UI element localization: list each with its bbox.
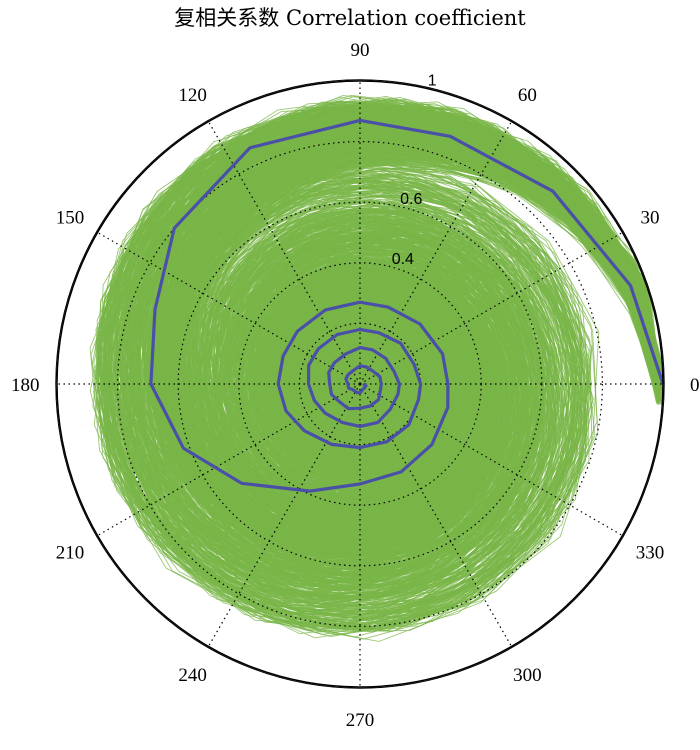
ensemble-line [103, 100, 662, 623]
radial-tick-label: 1 [428, 73, 437, 90]
chart-title: 复相关系数 Correlation coefficient [174, 6, 526, 30]
angular-grid-line [207, 383, 361, 647]
angle-tick-label: 0 [690, 375, 700, 396]
angle-tick-label: 270 [346, 710, 375, 731]
angular-grid-line [359, 231, 623, 385]
outer-circle [56, 80, 664, 688]
angle-tick-label: 330 [636, 542, 665, 563]
outer-circle-edge [55, 79, 665, 689]
angular-grid-line [359, 383, 623, 537]
radial-grid-circle [177, 201, 543, 567]
radial-tick-label: 0.4 [392, 251, 414, 268]
angle-tick-label: 30 [641, 208, 660, 229]
angular-grid-line [207, 121, 361, 385]
highlight-series [149, 118, 665, 493]
angle-tick-label: 210 [56, 542, 85, 563]
angular-grid-line [359, 383, 513, 647]
angle-tick-label: 90 [351, 40, 370, 61]
radial-tick-label: 0.6 [400, 191, 422, 208]
angular-grid-line [97, 383, 361, 537]
angular-grid-line [359, 121, 513, 385]
angle-tick-label: 180 [11, 375, 40, 396]
highlight-line [149, 118, 665, 493]
angle-tick-label: 300 [513, 665, 542, 686]
angle-tick-label: 120 [178, 85, 207, 106]
angle-tick-label: 60 [518, 85, 537, 106]
radial-grid-circle [117, 141, 603, 627]
angle-tick-label: 150 [56, 208, 85, 229]
polar-axis [55, 79, 665, 689]
tick-labels: 0 30 60 90 120 150 180 210 240 270 300 330 0.4 0.6 1 [11, 40, 700, 731]
polar-grid [57, 81, 663, 687]
angle-tick-label: 240 [178, 665, 207, 686]
angular-grid-line [97, 231, 361, 385]
ensemble-line [103, 110, 664, 615]
ensemble-lines [89, 94, 664, 642]
